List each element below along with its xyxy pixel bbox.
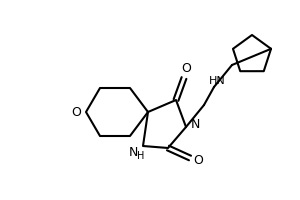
Text: O: O bbox=[181, 62, 191, 75]
Text: N: N bbox=[128, 146, 138, 158]
Text: O: O bbox=[193, 154, 203, 166]
Text: N: N bbox=[190, 118, 200, 132]
Text: O: O bbox=[71, 106, 81, 118]
Text: HN: HN bbox=[208, 76, 225, 86]
Text: H: H bbox=[137, 151, 145, 161]
